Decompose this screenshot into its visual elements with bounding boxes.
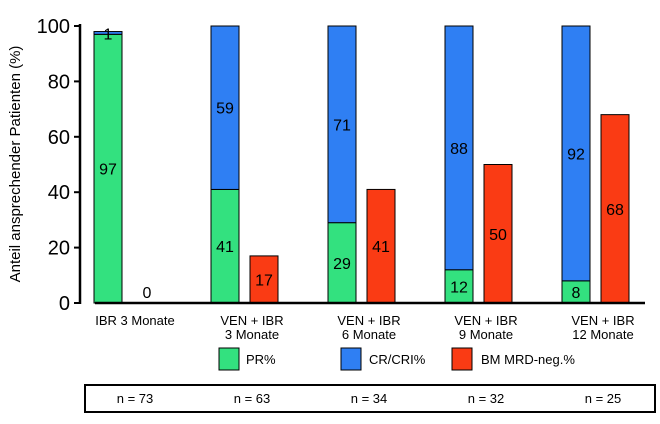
legend-label: CR/CRI% <box>369 352 426 367</box>
bar-cr <box>327 25 357 224</box>
data-label-cr: 92 <box>567 146 585 163</box>
patient-count: n = 25 <box>585 391 622 406</box>
category-label: IBR 3 Monate <box>95 313 175 328</box>
x-axis: IBR 3 Monate VEN + IBR 3 Monate VEN + IBR 6 … <box>95 301 645 342</box>
data-label-cr: 59 <box>216 101 234 118</box>
data-label-pr: 29 <box>333 256 351 273</box>
patient-count: n = 32 <box>468 391 505 406</box>
data-label-pr: 8 <box>572 285 581 302</box>
y-tick-label: 20 <box>48 238 70 260</box>
legend-label: BM MRD-neg.% <box>481 352 575 367</box>
bar-mrd <box>249 255 279 304</box>
category-label: VEN + IBR 9 Monate <box>454 313 517 342</box>
bar-cr <box>93 31 123 35</box>
bar-mrd <box>483 164 513 304</box>
category-label: VEN + IBR 3 Monate <box>220 313 283 342</box>
data-label-mrd: 68 <box>606 202 624 219</box>
category-label: VEN + IBR 12 Monate <box>571 313 634 342</box>
data-label-mrd: 0 <box>143 285 152 302</box>
bar-pr <box>444 269 474 304</box>
y-tick-label: 0 <box>59 293 70 315</box>
data-label-cr: 71 <box>333 117 351 134</box>
y-tick-label: 60 <box>48 127 70 149</box>
data-label-mrd: 50 <box>489 227 507 244</box>
bars: 97 1 0 41 59 17 29 71 41 12 88 50 8 92 68 <box>93 25 630 304</box>
patient-count: n = 73 <box>117 391 154 406</box>
bar-pr <box>210 188 240 304</box>
legend-swatch <box>451 347 473 371</box>
legend-swatch <box>218 347 240 371</box>
y-axis: 0 20 40 60 80 100 <box>37 16 82 315</box>
bar-cr <box>444 25 474 271</box>
category-label: VEN + IBR 6 Monate <box>337 313 400 342</box>
y-tick-label: 100 <box>37 16 70 38</box>
legend: PR% CR/CRI% BM MRD-neg.% <box>218 347 575 371</box>
patient-count: n = 63 <box>234 391 271 406</box>
data-label-pr: 97 <box>99 162 117 179</box>
legend-swatch <box>340 347 362 371</box>
bar-cr <box>210 25 240 190</box>
y-tick-label: 40 <box>48 182 70 204</box>
patient-count-row: n = 73 n = 63 n = 34 n = 32 n = 25 <box>84 384 656 413</box>
y-tick-label: 80 <box>48 71 70 93</box>
data-label-cr: 88 <box>450 141 468 158</box>
bar-cr <box>561 25 591 282</box>
patient-count: n = 34 <box>351 391 388 406</box>
y-axis-label: Anteil ansprechender Patienten (%) <box>7 46 24 283</box>
bar-mrd <box>600 114 630 304</box>
patient-count-box <box>84 384 656 413</box>
data-label-cr: 1 <box>104 27 113 44</box>
data-label-pr: 12 <box>450 279 468 296</box>
data-label-mrd: 41 <box>372 239 390 256</box>
data-label-pr: 41 <box>216 239 234 256</box>
data-label-mrd: 17 <box>255 272 273 289</box>
legend-label: PR% <box>246 352 276 367</box>
